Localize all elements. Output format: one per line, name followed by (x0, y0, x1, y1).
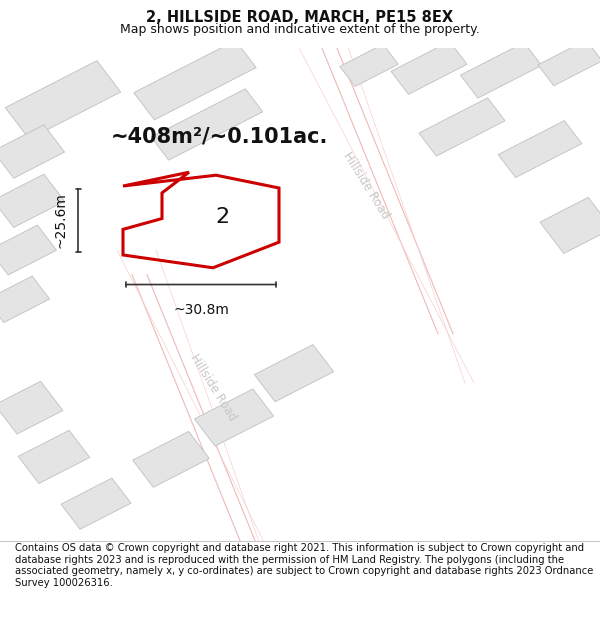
Polygon shape (5, 61, 121, 139)
Text: Map shows position and indicative extent of the property.: Map shows position and indicative extent… (120, 23, 480, 36)
Text: Contains OS data © Crown copyright and database right 2021. This information is : Contains OS data © Crown copyright and d… (15, 543, 593, 588)
Polygon shape (133, 431, 209, 488)
Polygon shape (151, 89, 263, 160)
Polygon shape (0, 225, 56, 275)
Polygon shape (0, 381, 63, 434)
Polygon shape (498, 121, 582, 177)
Polygon shape (61, 478, 131, 529)
Polygon shape (254, 344, 334, 402)
Polygon shape (391, 41, 467, 94)
Text: Hillside Road: Hillside Road (340, 150, 392, 222)
Text: ~30.8m: ~30.8m (173, 303, 229, 318)
Polygon shape (0, 174, 65, 228)
Polygon shape (0, 125, 65, 178)
Polygon shape (460, 42, 542, 98)
Polygon shape (18, 430, 90, 484)
Text: ~25.6m: ~25.6m (53, 192, 67, 249)
Polygon shape (340, 44, 398, 86)
Polygon shape (0, 276, 50, 322)
Polygon shape (540, 198, 600, 254)
Polygon shape (194, 389, 274, 446)
Polygon shape (419, 98, 505, 156)
Text: Hillside Road: Hillside Road (187, 352, 239, 424)
Polygon shape (538, 40, 600, 86)
Polygon shape (134, 41, 256, 120)
Text: ~408m²/~0.101ac.: ~408m²/~0.101ac. (111, 127, 328, 147)
Text: 2, HILLSIDE ROAD, MARCH, PE15 8EX: 2, HILLSIDE ROAD, MARCH, PE15 8EX (146, 9, 454, 24)
Text: 2: 2 (215, 206, 229, 226)
